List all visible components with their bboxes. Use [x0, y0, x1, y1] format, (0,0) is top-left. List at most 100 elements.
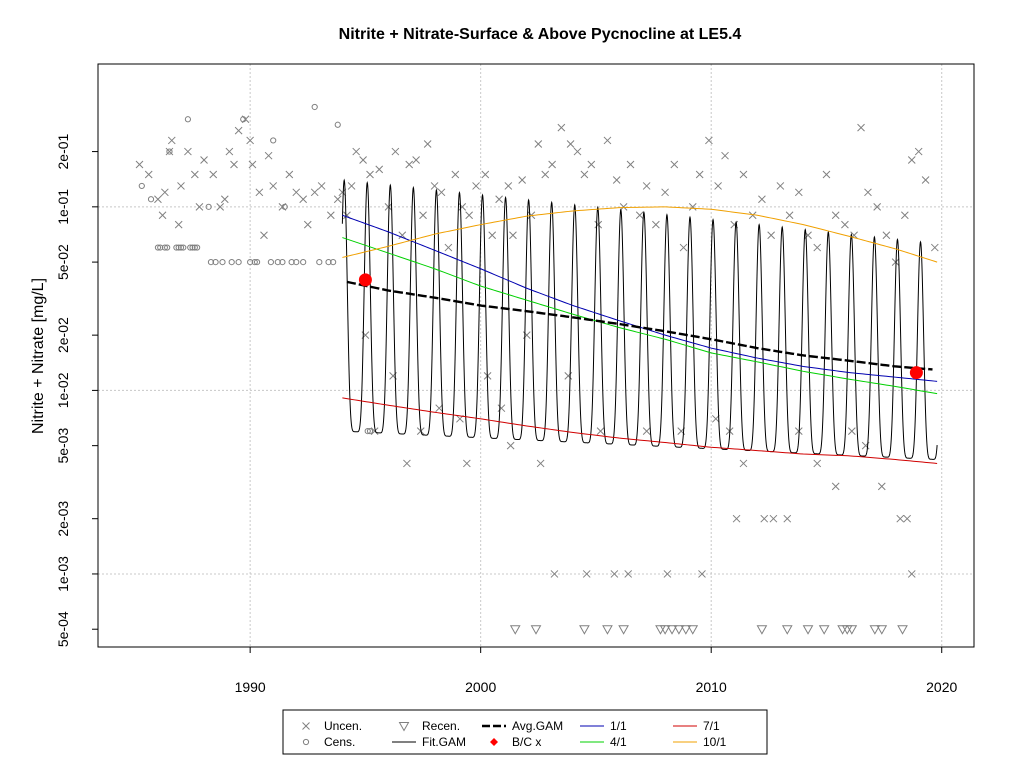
x-tick-label: 1990: [235, 679, 266, 695]
data-point: [504, 182, 513, 190]
data-point: [732, 514, 741, 523]
data-point: [260, 231, 268, 240]
x-mark-stroke: [670, 160, 679, 169]
data-point: [705, 136, 713, 145]
data-point: [776, 182, 785, 190]
legend-item: Uncen.: [302, 719, 362, 733]
data-point: [642, 182, 651, 190]
data-point: [897, 625, 908, 635]
data-point: [721, 151, 729, 160]
x-mark-stroke: [679, 243, 688, 252]
x-mark-stroke: [831, 211, 840, 220]
x-mark-stroke: [642, 427, 651, 435]
y-tick-label: 1e-03: [55, 556, 71, 592]
data-point: [253, 258, 261, 266]
x-mark-stroke: [462, 459, 471, 468]
data-point: [873, 202, 882, 211]
data-point: [841, 220, 849, 229]
data-point: [536, 459, 545, 468]
data-point: [216, 202, 225, 211]
legend-label: Fit.GAM: [422, 735, 466, 749]
x-mark-stroke: [384, 202, 393, 211]
x-mark-stroke: [841, 220, 849, 229]
data-point: [541, 170, 550, 179]
data-point: [166, 148, 173, 155]
y-tick-label: 5e-03: [55, 428, 71, 464]
data-point: [364, 428, 371, 435]
x-mark-stroke: [375, 165, 384, 174]
data-point: [847, 427, 856, 435]
x-mark-stroke: [269, 182, 278, 190]
data-point: [711, 414, 720, 423]
data-point: [783, 514, 792, 523]
x-mark-stroke: [135, 160, 144, 169]
data-point: [548, 160, 556, 169]
data-point: [695, 170, 704, 179]
data-point: [652, 220, 660, 229]
data-point: [161, 244, 168, 251]
data-point: [267, 258, 274, 266]
legend-label: Avg.GAM: [512, 719, 563, 733]
x-mark-stroke: [451, 170, 460, 179]
data-point: [164, 244, 171, 251]
data-point: [822, 170, 831, 179]
x-mark-stroke: [412, 156, 420, 164]
data-point: [619, 202, 628, 211]
legend-swatch: [398, 722, 410, 732]
data-point: [509, 231, 517, 240]
data-point: [135, 160, 144, 169]
data-point: [930, 243, 939, 252]
x-mark-stroke: [430, 182, 439, 190]
data-point: [189, 244, 196, 251]
data-point: [274, 258, 281, 266]
x-mark-stroke: [246, 136, 255, 145]
data-point: [205, 203, 212, 210]
data-point: [914, 147, 923, 156]
data-point: [317, 182, 326, 190]
x-mark-stroke: [785, 211, 794, 220]
legend-item: B/C x: [490, 735, 541, 749]
data-point: [488, 231, 497, 240]
grid: [98, 64, 974, 647]
data-point: [748, 211, 757, 220]
data-point: [618, 625, 629, 635]
x-mark-stroke: [209, 170, 218, 179]
x-mark-stroke: [260, 231, 268, 240]
data-point: [269, 182, 278, 190]
x-mark-stroke: [317, 182, 326, 190]
data-point: [451, 170, 460, 179]
y-axis-title: Nitrite + Nitrate [mg/L]: [30, 278, 47, 434]
data-point: [518, 176, 527, 184]
x-mark-stroke: [582, 570, 591, 578]
x-mark-stroke: [857, 123, 865, 132]
data-point: [207, 258, 215, 266]
x-mark-stroke: [603, 136, 612, 145]
x-mark-stroke: [914, 147, 923, 156]
data-point: [900, 211, 909, 220]
data-point: [818, 625, 830, 635]
x-mark-stroke: [635, 211, 644, 220]
data-point: [234, 126, 243, 135]
data-point: [194, 244, 201, 251]
data-point: [794, 188, 803, 197]
data-point: [333, 195, 342, 204]
legend-label: B/C x: [512, 735, 541, 749]
data-point: [177, 182, 185, 190]
data-point: [530, 625, 542, 635]
data-point: [157, 244, 164, 251]
data-point: [167, 136, 176, 145]
x-mark-stroke: [663, 570, 672, 578]
data-point: [138, 182, 145, 190]
data-point: [813, 243, 822, 252]
data-point: [251, 258, 258, 266]
data-point: [663, 570, 672, 578]
x-mark-stroke: [882, 231, 891, 240]
data-point: [907, 570, 916, 578]
x-mark-stroke: [167, 136, 176, 145]
x-tick-label: 2020: [926, 679, 957, 695]
legend-swatch: [302, 738, 310, 746]
x-mark-stroke: [776, 182, 785, 190]
x-mark-stroke: [688, 202, 697, 211]
x-mark-stroke: [758, 195, 766, 204]
data-point: [594, 220, 603, 229]
